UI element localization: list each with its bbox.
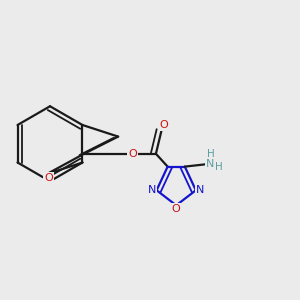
- Text: O: O: [159, 120, 168, 130]
- Text: O: O: [172, 204, 181, 214]
- Text: H: H: [207, 149, 215, 159]
- Text: N: N: [206, 159, 214, 169]
- Text: O: O: [44, 173, 53, 183]
- Text: N: N: [148, 185, 156, 195]
- Text: N: N: [196, 185, 204, 195]
- Text: O: O: [128, 149, 137, 159]
- Text: H: H: [215, 162, 223, 172]
